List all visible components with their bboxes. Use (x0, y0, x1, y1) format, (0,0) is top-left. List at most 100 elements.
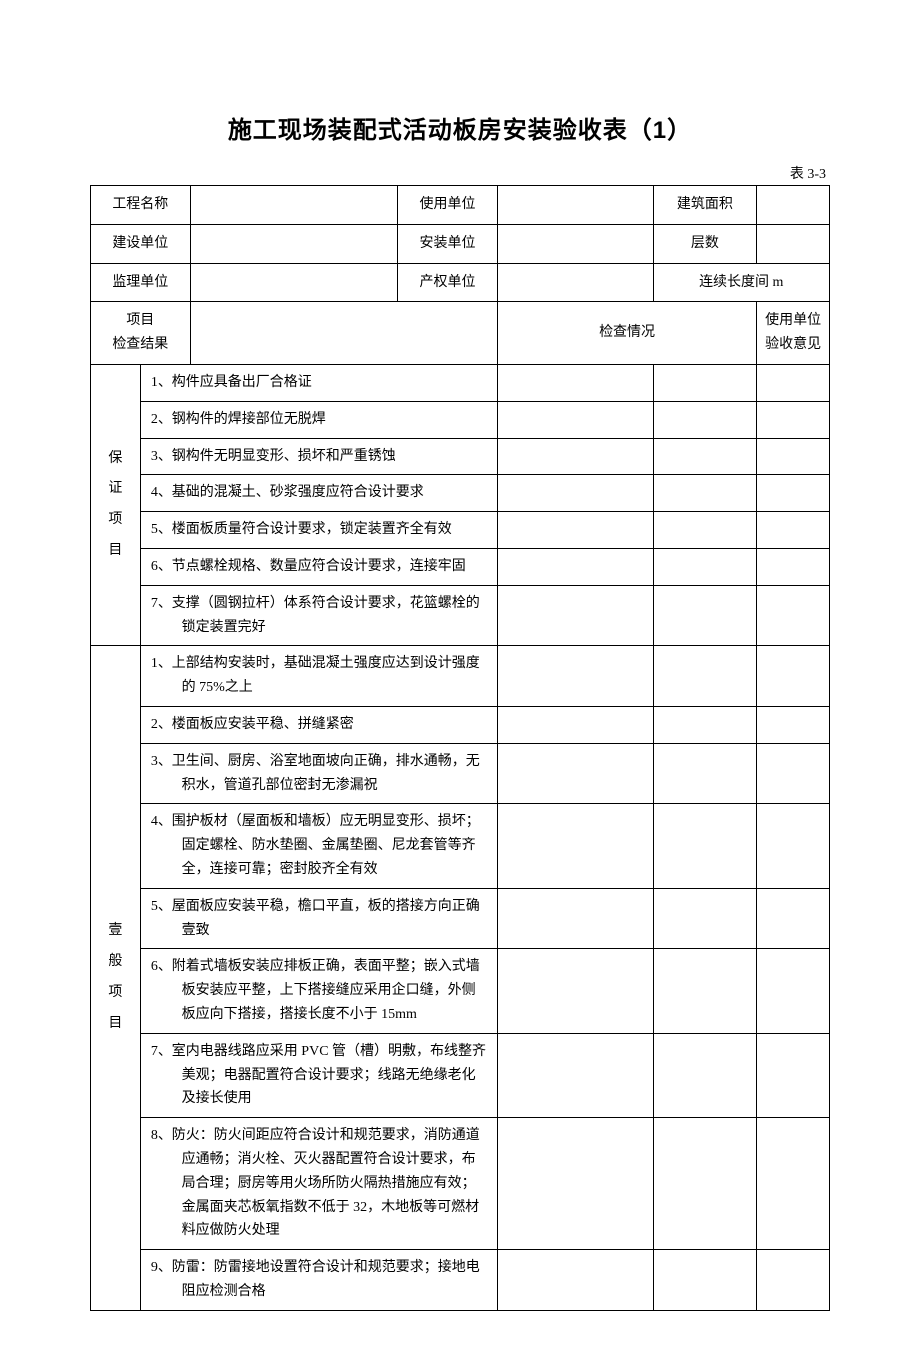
status-cell (497, 512, 653, 549)
table-row: 7、室内电器线路应采用 PVC 管（槽）明敷，布线整齐美观；电器配置符合设计要求… (91, 1033, 830, 1117)
table-row: 4、基础的混凝土、砂浆强度应符合设计要求 (91, 475, 830, 512)
value-building-area (757, 186, 830, 225)
check-item: 2、钢构件的焊接部位无脱焊 (140, 401, 497, 438)
status-cell (497, 888, 653, 949)
subhead-blank (190, 302, 497, 365)
status-cell (497, 804, 653, 888)
table-row: 2、钢构件的焊接部位无脱焊 (91, 401, 830, 438)
check-item: 7、支撑（圆钢拉杆）体系符合设计要求，花篮螺栓的锁定装置完好 (140, 585, 497, 646)
value-supervision-unit (190, 263, 398, 302)
label-building-area: 建筑面积 (653, 186, 757, 225)
status-cell (497, 646, 653, 707)
label-user-unit: 使用单位 (398, 186, 498, 225)
label-property-unit: 产权单位 (398, 263, 498, 302)
group-label-guarantee: 保 证 项 目 (91, 364, 141, 645)
acceptance-table: 工程名称 使用单位 建筑面积 建设单位 安装单位 层数 监理单位 产权单位 连续… (90, 185, 830, 1311)
status-cell (497, 401, 653, 438)
opinion-cell (757, 438, 830, 475)
opinion-cell (757, 949, 830, 1033)
table-row: 6、附着式墙板安装应排板正确，表面平整；嵌入式墙板安装应平整，上下搭接缝应采用企… (91, 949, 830, 1033)
label-continuous-length: 连续长度间 m (653, 263, 829, 302)
opinion-cell (757, 743, 830, 804)
table-row: 4、围护板材（屋面板和墙板）应无明显变形、损坏；固定螺栓、防水垫圈、金属垫圈、尼… (91, 804, 830, 888)
label-floors: 层数 (653, 224, 757, 263)
status-cell (653, 949, 757, 1033)
opinion-cell (757, 475, 830, 512)
table-row: 监理单位 产权单位 连续长度间 m (91, 263, 830, 302)
value-floors (757, 224, 830, 263)
table-row: 5、屋面板应安装平稳，檐口平直，板的搭接方向正确壹致 (91, 888, 830, 949)
check-item: 8、防火：防火间距应符合设计和规范要求，消防通道应通畅；消火栓、灭火器配置符合设… (140, 1118, 497, 1250)
check-item: 6、附着式墙板安装应排板正确，表面平整；嵌入式墙板安装应平整，上下搭接缝应采用企… (140, 949, 497, 1033)
table-row: 工程名称 使用单位 建筑面积 (91, 186, 830, 225)
subhead-mid: 检查情况 (497, 302, 756, 365)
value-user-unit (497, 186, 653, 225)
status-cell (653, 706, 757, 743)
check-item: 1、上部结构安装时，基础混凝土强度应达到设计强度的 75%之上 (140, 646, 497, 707)
check-item: 3、卫生间、厨房、浴室地面坡向正确，排水通畅，无积水，管道孔部位密封无渗漏祝 (140, 743, 497, 804)
opinion-cell (757, 1250, 830, 1311)
status-cell (653, 364, 757, 401)
status-cell (497, 548, 653, 585)
table-row: 保 证 项 目 1、构件应具备出厂合格证 (91, 364, 830, 401)
label-supervision-unit: 监理单位 (91, 263, 191, 302)
table-row: 项目 检查结果 检查情况 使用单位 验收意见 (91, 302, 830, 365)
value-construction-unit (190, 224, 398, 263)
status-cell (497, 949, 653, 1033)
status-cell (653, 743, 757, 804)
status-cell (653, 646, 757, 707)
table-row: 7、支撑（圆钢拉杆）体系符合设计要求，花篮螺栓的锁定装置完好 (91, 585, 830, 646)
status-cell (497, 1033, 653, 1117)
status-cell (653, 475, 757, 512)
status-cell (653, 1033, 757, 1117)
table-row: 3、卫生间、厨房、浴室地面坡向正确，排水通畅，无积水，管道孔部位密封无渗漏祝 (91, 743, 830, 804)
page-title: 施工现场装配式活动板房安装验收表（1） (90, 110, 830, 145)
status-cell (497, 1250, 653, 1311)
label-project-name: 工程名称 (91, 186, 191, 225)
opinion-cell (757, 512, 830, 549)
table-row: 2、楼面板应安装平稳、拼缝紧密 (91, 706, 830, 743)
label-construction-unit: 建设单位 (91, 224, 191, 263)
status-cell (653, 512, 757, 549)
opinion-cell (757, 888, 830, 949)
table-row: 3、钢构件无明显变形、损坏和严重锈蚀 (91, 438, 830, 475)
status-cell (653, 438, 757, 475)
subhead-right: 使用单位 验收意见 (757, 302, 830, 365)
table-row: 6、节点螺栓规格、数量应符合设计要求，连接牢固 (91, 548, 830, 585)
status-cell (653, 548, 757, 585)
group-label-general: 壹 般 项 目 (91, 646, 141, 1310)
check-item: 1、构件应具备出厂合格证 (140, 364, 497, 401)
check-item: 9、防雷：防雷接地设置符合设计和规范要求；接地电阻应检测合格 (140, 1250, 497, 1311)
opinion-cell (757, 585, 830, 646)
table-row: 8、防火：防火间距应符合设计和规范要求，消防通道应通畅；消火栓、灭火器配置符合设… (91, 1118, 830, 1250)
label-install-unit: 安装单位 (398, 224, 498, 263)
check-item: 7、室内电器线路应采用 PVC 管（槽）明敷，布线整齐美观；电器配置符合设计要求… (140, 1033, 497, 1117)
opinion-cell (757, 1033, 830, 1117)
table-row: 9、防雷：防雷接地设置符合设计和规范要求；接地电阻应检测合格 (91, 1250, 830, 1311)
check-item: 4、基础的混凝土、砂浆强度应符合设计要求 (140, 475, 497, 512)
check-item: 2、楼面板应安装平稳、拼缝紧密 (140, 706, 497, 743)
table-row: 5、楼面板质量符合设计要求，锁定装置齐全有效 (91, 512, 830, 549)
opinion-cell (757, 706, 830, 743)
check-item: 5、楼面板质量符合设计要求，锁定装置齐全有效 (140, 512, 497, 549)
status-cell (497, 706, 653, 743)
status-cell (497, 438, 653, 475)
check-item: 4、围护板材（屋面板和墙板）应无明显变形、损坏；固定螺栓、防水垫圈、金属垫圈、尼… (140, 804, 497, 888)
status-cell (653, 1250, 757, 1311)
opinion-cell (757, 364, 830, 401)
status-cell (497, 1118, 653, 1250)
status-cell (653, 804, 757, 888)
opinion-cell (757, 646, 830, 707)
status-cell (497, 475, 653, 512)
status-cell (497, 585, 653, 646)
status-cell (653, 401, 757, 438)
subhead-left: 项目 检查结果 (91, 302, 191, 365)
check-item: 3、钢构件无明显变形、损坏和严重锈蚀 (140, 438, 497, 475)
check-item: 5、屋面板应安装平稳，檐口平直，板的搭接方向正确壹致 (140, 888, 497, 949)
value-property-unit (497, 263, 653, 302)
table-row: 壹 般 项 目 1、上部结构安装时，基础混凝土强度应达到设计强度的 75%之上 (91, 646, 830, 707)
status-cell (653, 888, 757, 949)
opinion-cell (757, 401, 830, 438)
table-row: 建设单位 安装单位 层数 (91, 224, 830, 263)
opinion-cell (757, 1118, 830, 1250)
